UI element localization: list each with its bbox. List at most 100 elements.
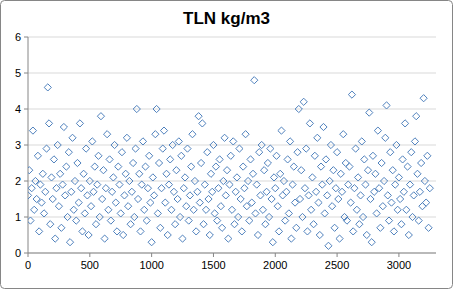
point bbox=[160, 127, 167, 134]
point bbox=[408, 149, 415, 156]
point bbox=[269, 239, 276, 246]
point bbox=[184, 145, 191, 152]
point bbox=[400, 188, 407, 195]
point bbox=[327, 141, 334, 148]
point bbox=[230, 138, 237, 145]
point bbox=[387, 149, 394, 156]
x-tick-label: 3000 bbox=[387, 259, 411, 271]
point bbox=[303, 145, 310, 152]
point bbox=[129, 159, 136, 166]
point bbox=[253, 181, 260, 188]
point bbox=[206, 231, 213, 238]
point bbox=[113, 228, 120, 235]
point bbox=[134, 195, 141, 202]
point bbox=[158, 185, 165, 192]
grid-line bbox=[28, 109, 436, 110]
y-tick-label: 1 bbox=[15, 211, 21, 223]
point bbox=[325, 242, 332, 249]
chart: TLN kg/m30123456050010001500200025003000 bbox=[0, 0, 453, 289]
point bbox=[126, 177, 133, 184]
point bbox=[193, 228, 200, 235]
point bbox=[358, 138, 365, 145]
point bbox=[107, 217, 114, 224]
x-tick bbox=[398, 253, 399, 257]
point bbox=[223, 167, 230, 174]
point bbox=[101, 235, 108, 242]
point bbox=[399, 156, 406, 163]
point bbox=[322, 156, 329, 163]
y-tick bbox=[24, 73, 28, 74]
x-tick bbox=[151, 253, 152, 257]
point bbox=[300, 98, 307, 105]
point bbox=[106, 156, 113, 163]
point bbox=[200, 221, 207, 228]
point bbox=[258, 141, 265, 148]
point bbox=[251, 77, 258, 84]
point bbox=[315, 199, 322, 206]
point bbox=[147, 199, 154, 206]
point bbox=[296, 195, 303, 202]
point bbox=[419, 203, 426, 210]
point bbox=[127, 221, 134, 228]
y-tick bbox=[24, 109, 28, 110]
point bbox=[34, 152, 41, 159]
point bbox=[308, 206, 315, 213]
point bbox=[207, 170, 214, 177]
point bbox=[210, 141, 217, 148]
point bbox=[61, 192, 68, 199]
point bbox=[321, 210, 328, 217]
point bbox=[168, 206, 175, 213]
point bbox=[282, 217, 289, 224]
point bbox=[285, 210, 292, 217]
point bbox=[330, 167, 337, 174]
point bbox=[95, 152, 102, 159]
point bbox=[320, 123, 327, 130]
point bbox=[390, 228, 397, 235]
point bbox=[179, 235, 186, 242]
point bbox=[29, 127, 36, 134]
point bbox=[73, 217, 80, 224]
point bbox=[65, 149, 72, 156]
point bbox=[376, 185, 383, 192]
x-tick-label: 0 bbox=[25, 259, 31, 271]
point bbox=[153, 105, 160, 112]
y-tick bbox=[24, 253, 28, 254]
point bbox=[277, 170, 284, 177]
point bbox=[283, 188, 290, 195]
point bbox=[326, 177, 333, 184]
point bbox=[176, 213, 183, 220]
point bbox=[345, 181, 352, 188]
point bbox=[53, 185, 60, 192]
point bbox=[415, 217, 422, 224]
point bbox=[217, 203, 224, 210]
point bbox=[75, 199, 82, 206]
point bbox=[37, 181, 44, 188]
point bbox=[92, 221, 99, 228]
y-tick bbox=[24, 181, 28, 182]
point bbox=[31, 206, 38, 213]
point bbox=[199, 120, 206, 127]
point bbox=[74, 159, 81, 166]
point bbox=[57, 170, 64, 177]
x-tick bbox=[213, 253, 214, 257]
point bbox=[142, 163, 149, 170]
point bbox=[392, 181, 399, 188]
point bbox=[52, 235, 59, 242]
point bbox=[342, 159, 349, 166]
point bbox=[44, 84, 51, 91]
point bbox=[189, 131, 196, 138]
point bbox=[76, 120, 83, 127]
point bbox=[332, 185, 339, 192]
point bbox=[68, 188, 75, 195]
point bbox=[225, 235, 232, 242]
point bbox=[219, 224, 226, 231]
point bbox=[60, 123, 67, 130]
x-tick-label: 2500 bbox=[325, 259, 349, 271]
point bbox=[423, 199, 430, 206]
point bbox=[361, 156, 368, 163]
point bbox=[316, 231, 323, 238]
point bbox=[155, 159, 162, 166]
point bbox=[287, 138, 294, 145]
point bbox=[329, 203, 336, 210]
point bbox=[110, 174, 117, 181]
